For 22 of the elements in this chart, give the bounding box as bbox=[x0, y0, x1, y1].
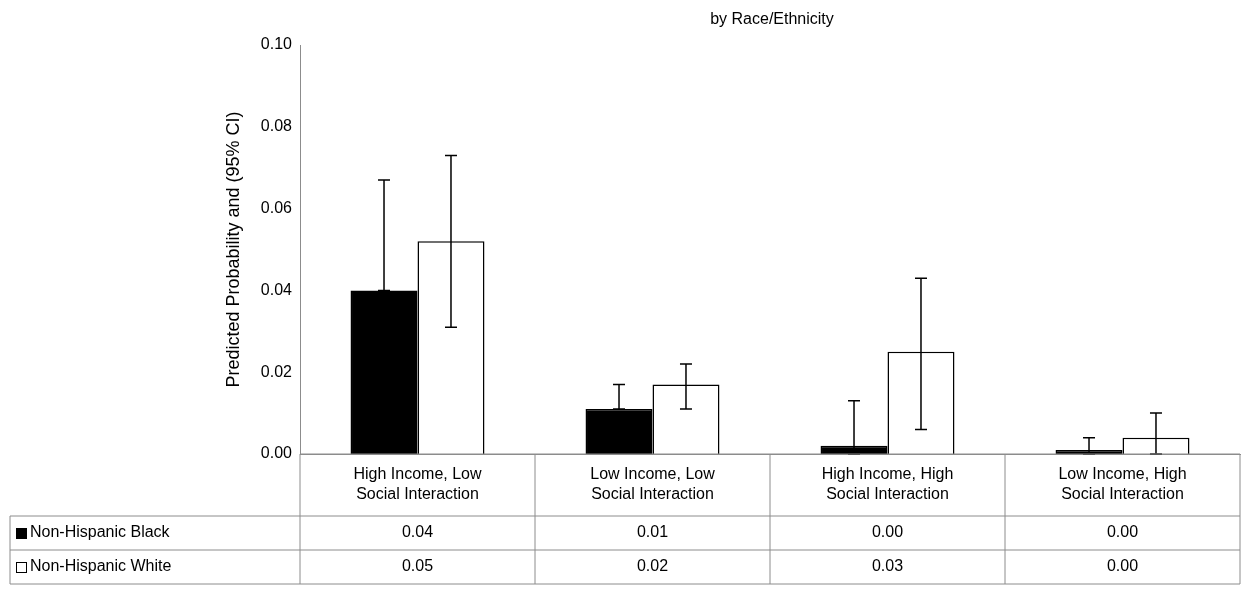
data-label: 0.00 bbox=[1106, 523, 1139, 541]
x-tick-label: Low Income, Low Social Interaction bbox=[590, 465, 716, 503]
y-tick-label: 0.08 bbox=[260, 117, 293, 135]
legend-label: Non-Hispanic Black bbox=[30, 523, 171, 541]
y-tick-label: 0.02 bbox=[260, 362, 293, 380]
data-label: 0.00 bbox=[871, 523, 904, 541]
y-tick-label: 0.10 bbox=[260, 35, 293, 53]
data-label: 0.05 bbox=[401, 557, 434, 575]
data-label: 0.00 bbox=[1106, 557, 1139, 575]
chart-title: by Race/Ethnicity bbox=[710, 10, 834, 28]
y-tick-label: 0.00 bbox=[260, 444, 293, 462]
data-label: 0.03 bbox=[871, 557, 904, 575]
y-tick-label: 0.06 bbox=[260, 199, 293, 217]
x-tick-label: High Income, Low Social Interaction bbox=[353, 465, 482, 503]
data-label: 0.04 bbox=[401, 523, 434, 541]
legend-label: Non-Hispanic White bbox=[30, 557, 172, 575]
data-label: 0.01 bbox=[636, 523, 669, 541]
x-tick-label: Low Income, High Social Interaction bbox=[1058, 465, 1187, 503]
y-tick-label: 0.04 bbox=[260, 280, 293, 298]
y-axis-title: Predicted Probability and (95% CI) bbox=[222, 111, 243, 388]
data-label: 0.02 bbox=[636, 557, 669, 575]
x-tick-label: High Income, High Social Interaction bbox=[821, 465, 954, 503]
